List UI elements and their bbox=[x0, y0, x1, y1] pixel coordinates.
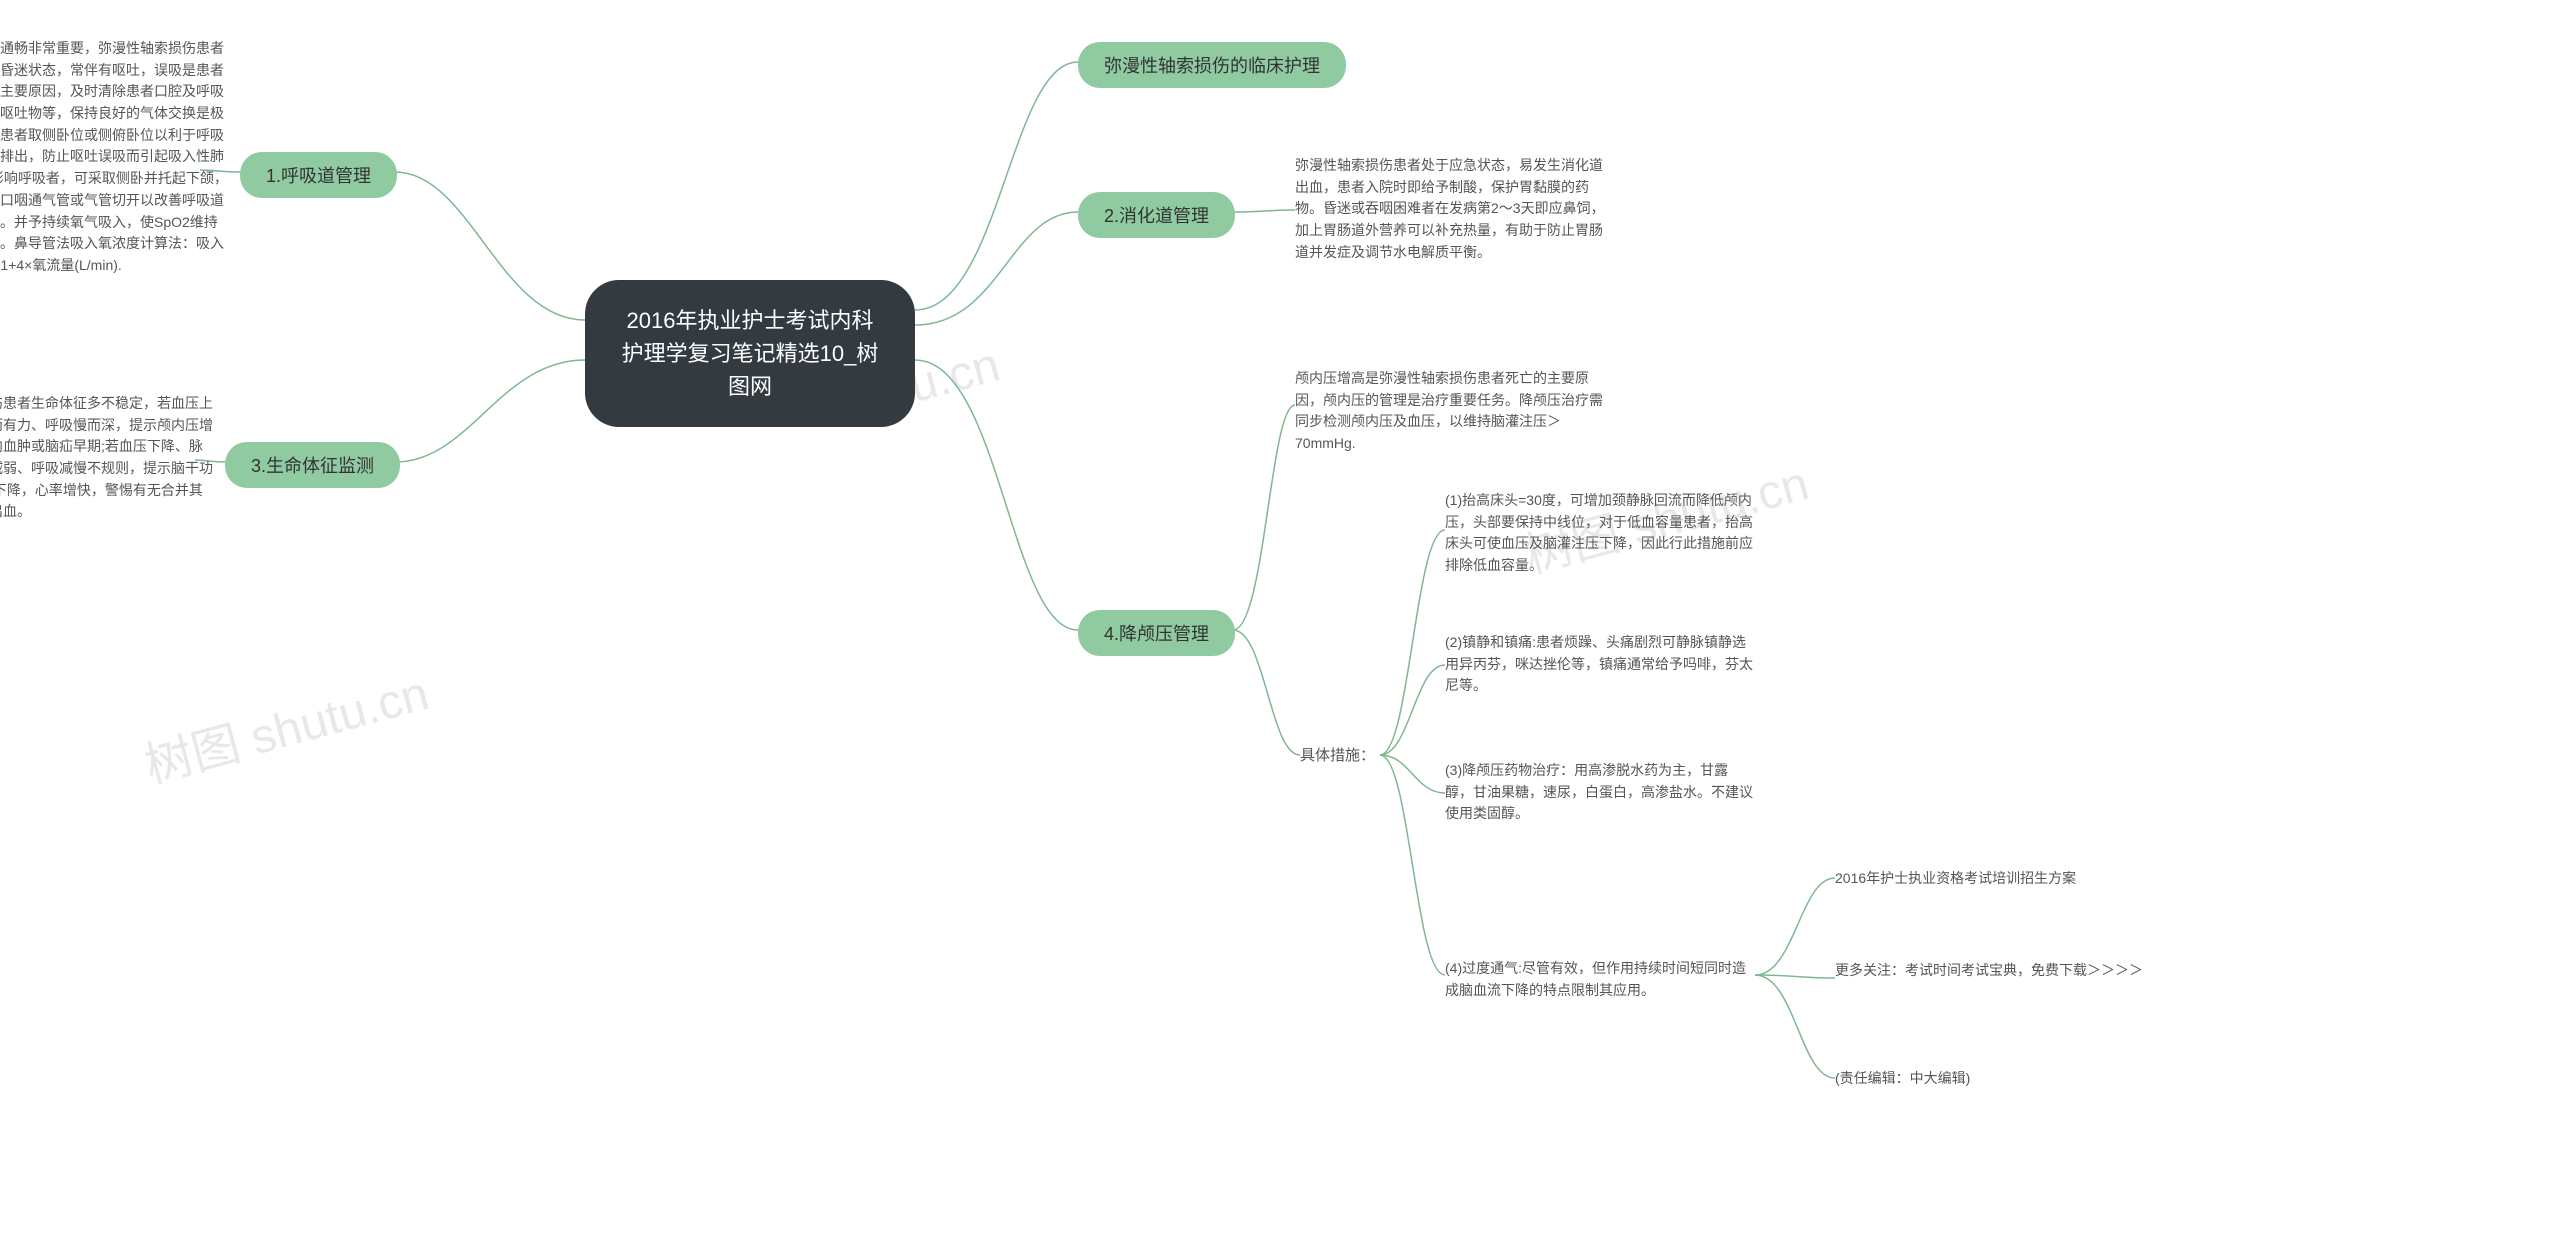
branch-respiratory[interactable]: 1.呼吸道管理 bbox=[240, 152, 397, 198]
leaf-tail-2: 更多关注：考试时间考试宝典，免费下载＞＞＞＞ bbox=[1835, 960, 2155, 982]
branch-vital-signs[interactable]: 3.生命体征监测 bbox=[225, 442, 400, 488]
leaf-respiratory: 保持呼吸道通畅非常重要，弥漫性轴索损伤患者大部分处于昏迷状态，常伴有呕吐，误吸是… bbox=[0, 38, 230, 277]
sub-measures-label[interactable]: 具体措施： bbox=[1300, 745, 1375, 766]
leaf-measure-4: (4)过度通气:尽管有效，但作用持续时间短同时造成脑血流下降的特点限制其应用。 bbox=[1445, 958, 1755, 1001]
leaf-measure-2: (2)镇静和镇痛:患者烦躁、头痛剧烈可静脉镇静选用异丙芬，咪达挫伦等，镇痛通常给… bbox=[1445, 632, 1755, 697]
leaf-tail-3: (责任编辑：中大编辑) bbox=[1835, 1068, 2135, 1090]
mindmap-center[interactable]: 2016年执业护士考试内科护理学复习笔记精选10_树图网 bbox=[585, 280, 915, 427]
leaf-digestive: 弥漫性轴索损伤患者处于应急状态，易发生消化道出血，患者入院时即给予制酸，保护胃黏… bbox=[1295, 155, 1605, 263]
leaf-icp-intro: 颅内压增高是弥漫性轴索损伤患者死亡的主要原因，颅内压的管理是治疗重要任务。降颅压… bbox=[1295, 368, 1615, 455]
leaf-vital-signs: 弥漫性轴索损伤患者生命体征多不稳定，若血压上升、脉搏缓慢而有力、呼吸慢而深，提示… bbox=[0, 393, 215, 523]
watermark: 树图 shutu.cn bbox=[136, 654, 435, 797]
branch-clinical-nursing[interactable]: 弥漫性轴索损伤的临床护理 bbox=[1078, 42, 1346, 88]
branch-icp[interactable]: 4.降颅压管理 bbox=[1078, 610, 1235, 656]
branch-digestive[interactable]: 2.消化道管理 bbox=[1078, 192, 1235, 238]
leaf-measure-1: (1)抬高床头=30度，可增加颈静脉回流而降低颅内压，头部要保持中线位，对于低血… bbox=[1445, 490, 1755, 577]
leaf-tail-1: 2016年护士执业资格考试培训招生方案 bbox=[1835, 868, 2135, 890]
leaf-measure-3: (3)降颅压药物治疗：用高渗脱水药为主，甘露醇，甘油果糖，速尿，白蛋白，高渗盐水… bbox=[1445, 760, 1755, 825]
